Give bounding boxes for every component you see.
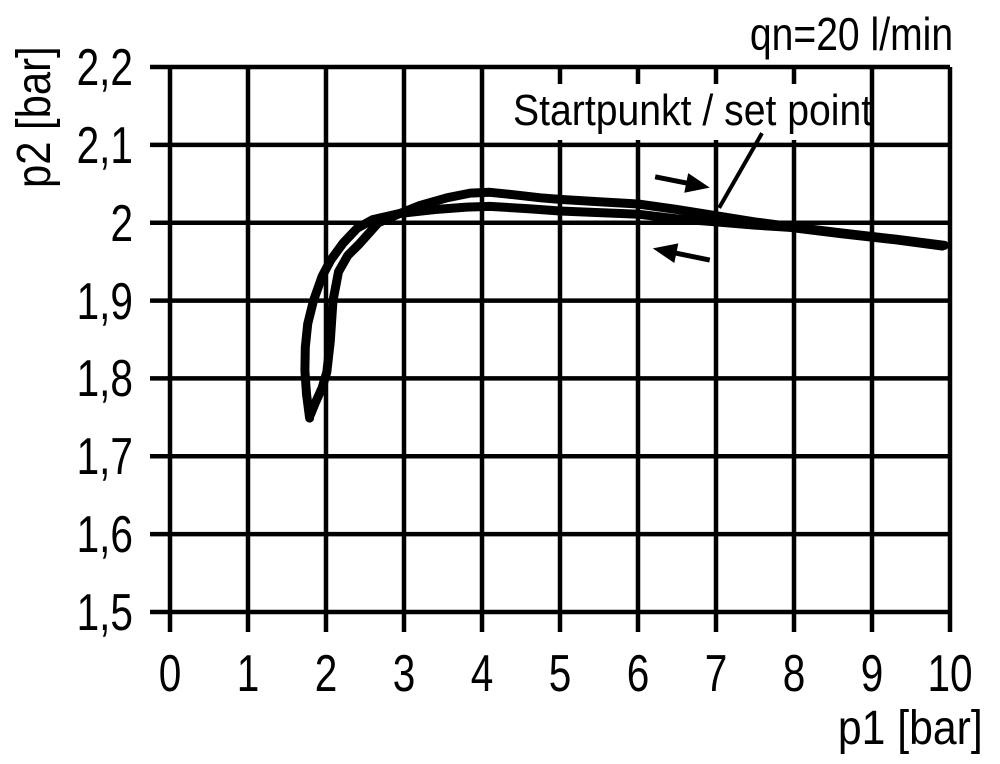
x-tick-label: 6	[626, 645, 650, 703]
set-point-annotation: Startpunkt / set point	[513, 86, 873, 135]
y-tick-label: 1,5	[76, 584, 133, 642]
x-tick-label: 0	[158, 645, 182, 703]
x-tick-label: 10	[927, 645, 973, 703]
x-tick-label: 1	[236, 645, 260, 703]
annotation-background-mask	[505, 84, 869, 140]
x-tick-label: 5	[548, 645, 572, 703]
y-tick-label: 1,7	[76, 428, 133, 487]
chart-title-flow-rate: qn=20 l/min	[749, 8, 953, 60]
x-tick-label: 3	[392, 645, 416, 703]
curve-return-sweep	[300, 201, 947, 423]
y-tick-label: 1,9	[76, 272, 133, 331]
x-tick-label: 7	[704, 645, 728, 703]
set-point-leader-line	[717, 132, 764, 209]
x-tick-label: 9	[860, 645, 884, 703]
y-tick-label: 2,1	[76, 116, 133, 175]
y-tick-label: 1,8	[76, 350, 133, 409]
y-tick-label: 2,2	[76, 39, 133, 97]
flow-arrow-right-head-icon	[684, 173, 710, 193]
y-tick-label: 1,6	[76, 506, 133, 565]
flow-arrow-left-head-icon	[652, 243, 679, 264]
x-tick-label: 4	[470, 645, 494, 703]
x-axis-title: p1 [bar]	[838, 702, 983, 755]
y-tick-label: 2	[110, 194, 133, 253]
x-tick-label: 8	[782, 645, 806, 703]
x-tick-label: 2	[314, 645, 338, 703]
